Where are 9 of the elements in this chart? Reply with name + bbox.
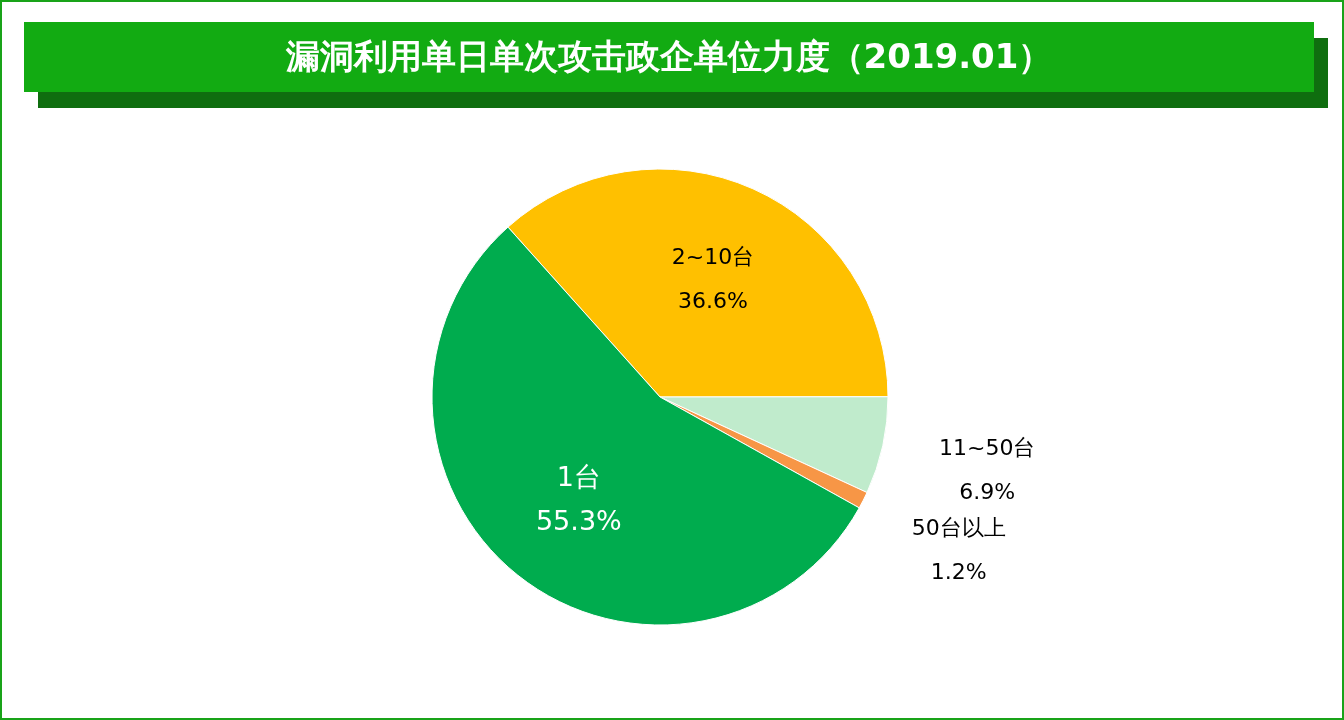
data-label: 1.2%	[930, 558, 987, 584]
slice-label: 1台	[556, 460, 601, 492]
slice-label: 50台以上	[911, 514, 1006, 540]
slice-label: 11~50台	[939, 434, 1036, 460]
data-label: 6.9%	[959, 478, 1016, 504]
slice-label: 2~10台	[671, 244, 755, 270]
chart-title: 漏洞利用单日单次攻击政企单位力度（2019.01）	[24, 22, 1314, 92]
data-label: 55.3%	[535, 504, 622, 536]
data-label: 36.6%	[678, 288, 748, 314]
